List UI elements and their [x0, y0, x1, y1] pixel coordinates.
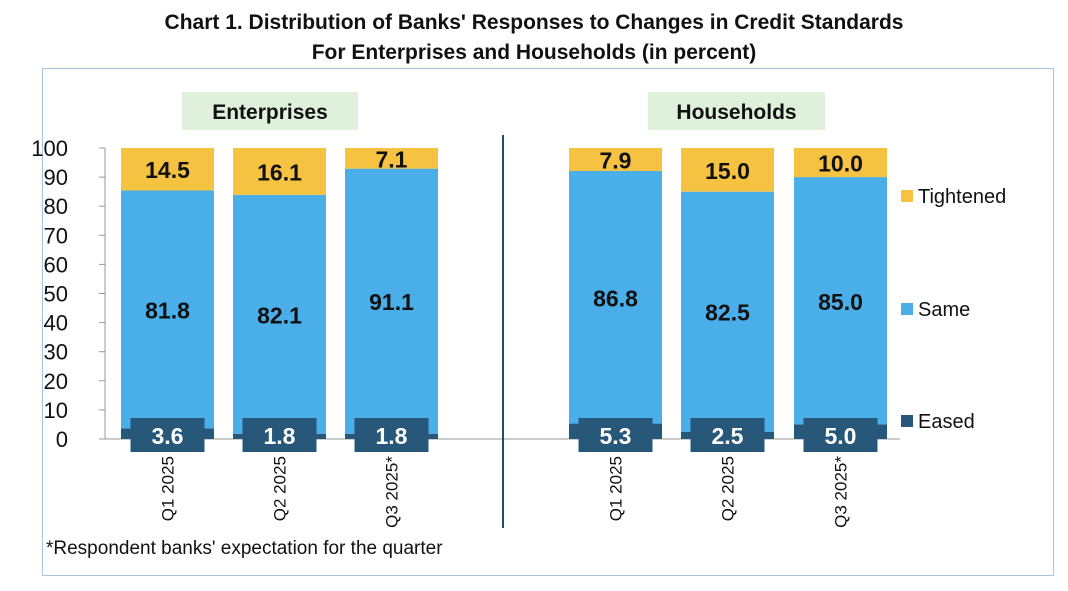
bar-same	[121, 190, 214, 429]
legend-label: Same	[918, 299, 970, 321]
panel-label: Households	[676, 101, 796, 124]
panel-label: Enterprises	[212, 101, 328, 124]
chart-title-line-2: For Enterprises and Households (in perce…	[311, 41, 757, 64]
data-label-tightened: 7.9	[600, 147, 632, 173]
bar-same	[345, 168, 438, 434]
y-tick-label: 100	[31, 136, 68, 161]
chart-frame	[42, 68, 1054, 576]
y-tick-label: 20	[44, 369, 68, 394]
data-label-tightened: 14.5	[145, 157, 190, 183]
data-label-tightened: 10.0	[818, 151, 863, 177]
y-tick-label: 10	[44, 398, 68, 423]
bar-tightened	[233, 148, 326, 195]
data-label-tightened: 7.1	[376, 146, 408, 172]
data-label-eased: 3.6	[152, 423, 184, 449]
data-label-same: 86.8	[593, 285, 638, 311]
data-label-eased-box	[690, 418, 765, 452]
panel-label-box	[182, 92, 358, 130]
x-tick-label: Q3 2025*	[832, 456, 851, 528]
data-label-eased-box	[578, 418, 653, 452]
bar-tightened	[345, 148, 438, 169]
x-tick-label: Q2 2025	[271, 456, 290, 521]
data-label-eased-box	[130, 418, 205, 452]
data-label-eased-box	[354, 418, 429, 452]
legend-label: Eased	[918, 411, 975, 433]
y-tick-label: 90	[44, 165, 68, 190]
footnote: *Respondent banks' expectation for the q…	[46, 538, 443, 559]
data-label-same: 91.1	[369, 289, 414, 315]
data-label-same: 85.0	[818, 289, 863, 315]
bar-same	[794, 177, 887, 425]
panel-label-box	[648, 92, 825, 130]
x-tick-label: Q2 2025	[719, 456, 738, 521]
data-label-tightened: 16.1	[257, 159, 302, 185]
y-tick-label: 80	[44, 194, 68, 219]
data-label-eased: 1.8	[264, 423, 296, 449]
data-label-same: 82.5	[705, 300, 750, 326]
bar-same	[681, 191, 774, 432]
bar-tightened	[121, 148, 214, 191]
data-label-tightened: 15.0	[705, 158, 750, 184]
data-label-same: 82.1	[257, 302, 302, 328]
legend-swatch	[901, 190, 913, 202]
bar-tightened	[794, 148, 887, 178]
data-label-eased: 2.5	[712, 423, 744, 449]
legend-swatch	[901, 415, 913, 427]
x-tick-label: Q3 2025*	[383, 456, 402, 528]
bar-same	[233, 194, 326, 434]
y-tick-label: 50	[44, 282, 68, 307]
bar-tightened	[569, 148, 662, 171]
y-tick-label: 70	[44, 223, 68, 248]
bar-same	[569, 170, 662, 424]
data-label-eased: 5.0	[825, 423, 857, 449]
x-tick-label: Q1 2025	[607, 456, 626, 521]
chart-title-line-1: Chart 1. Distribution of Banks' Response…	[164, 11, 904, 34]
data-label-eased: 1.8	[376, 423, 408, 449]
y-tick-label: 0	[56, 427, 68, 452]
legend-label: Tightened	[918, 186, 1006, 208]
bar-tightened	[681, 148, 774, 192]
data-label-eased-box	[242, 418, 317, 452]
y-tick-label: 30	[44, 340, 68, 365]
y-tick-label: 40	[44, 311, 68, 336]
legend-swatch	[901, 303, 913, 315]
x-tick-label: Q1 2025	[159, 456, 178, 521]
y-tick-label: 60	[44, 252, 68, 277]
data-label-same: 81.8	[145, 298, 190, 324]
data-label-eased-box	[803, 418, 878, 452]
data-label-eased: 5.3	[600, 423, 632, 449]
